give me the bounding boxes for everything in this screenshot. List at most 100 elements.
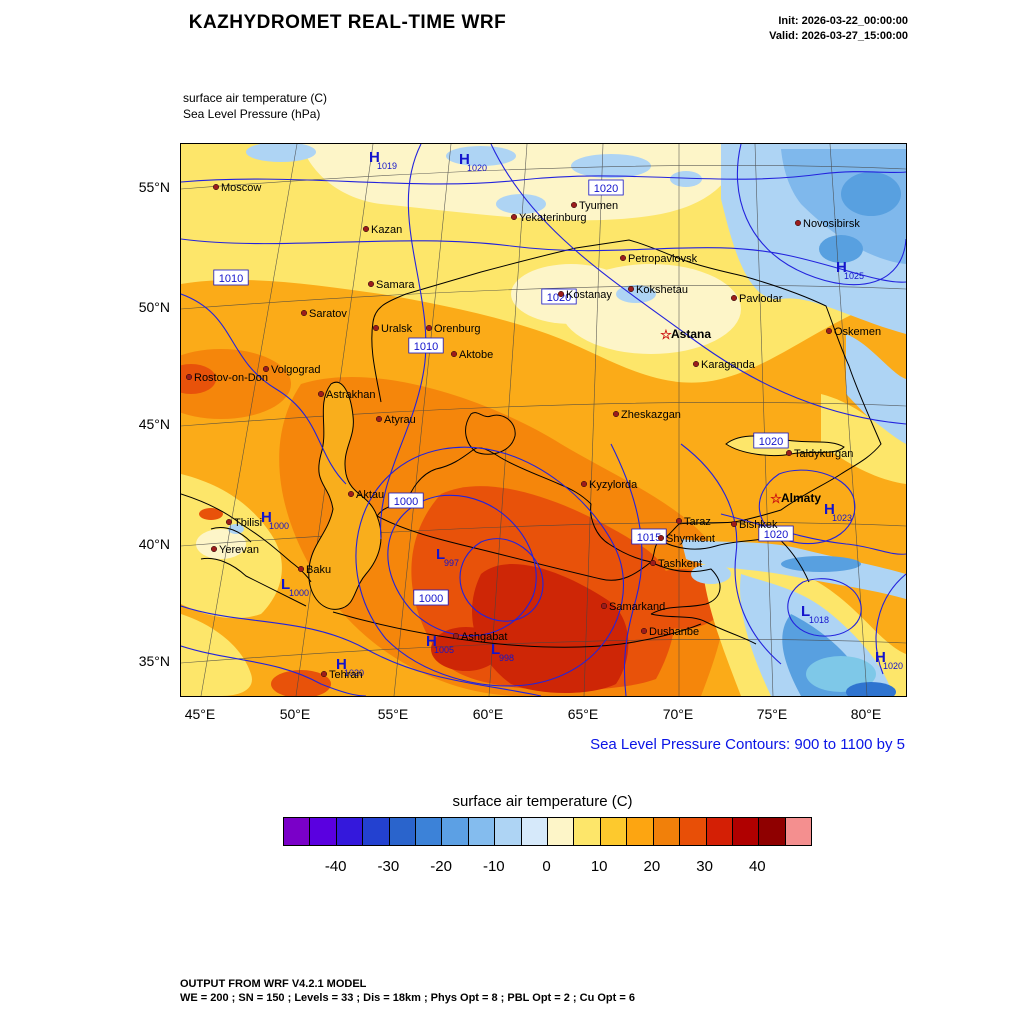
svg-text:1000: 1000 bbox=[269, 521, 289, 531]
city-dot-icon bbox=[320, 671, 327, 678]
city-dot-icon bbox=[362, 225, 369, 232]
city-atyrau: Atyrau bbox=[375, 414, 416, 426]
city-kostanay: Kostanay bbox=[558, 289, 612, 301]
svg-text:1025: 1025 bbox=[844, 271, 864, 281]
city-label: Novosibirsk bbox=[803, 218, 860, 230]
city-dot-icon bbox=[297, 566, 304, 573]
city-dot-icon bbox=[641, 628, 648, 635]
city-dot-icon bbox=[511, 213, 518, 220]
colorbar-tick-label: -10 bbox=[482, 858, 505, 875]
city-baku: Baku bbox=[297, 564, 331, 576]
city-dot-icon bbox=[347, 491, 354, 498]
svg-text:H: H bbox=[836, 259, 847, 276]
city-yekaterinburg: Yekaterinburg bbox=[511, 212, 586, 224]
pressure-contour-label: 1020 bbox=[588, 179, 624, 196]
city-dot-icon bbox=[693, 360, 700, 367]
city-label: Tehran bbox=[329, 669, 363, 681]
svg-text:1020: 1020 bbox=[594, 183, 618, 195]
lon-tick-label: 80°E bbox=[850, 706, 882, 722]
city-label: Moscow bbox=[221, 182, 261, 194]
svg-text:1020: 1020 bbox=[759, 436, 783, 448]
svg-text:1000: 1000 bbox=[289, 588, 309, 598]
capital-star-icon: ☆ bbox=[660, 327, 672, 342]
pressure-labels-layer: 102010101020101010201000102010151000H101… bbox=[213, 149, 903, 678]
aral-sea bbox=[465, 412, 516, 455]
city-taraz: Taraz bbox=[676, 516, 711, 528]
city-label: Tyumen bbox=[579, 200, 618, 212]
city-karaganda: Karaganda bbox=[693, 359, 756, 371]
field-label-pressure: Sea Level Pressure (hPa) bbox=[183, 107, 321, 121]
colorbar-segment bbox=[680, 818, 707, 845]
colorbar-segment bbox=[336, 818, 364, 845]
city-yerevan: Yerevan bbox=[211, 544, 259, 556]
svg-text:1020: 1020 bbox=[883, 661, 903, 671]
city-label: Karaganda bbox=[701, 359, 756, 371]
city-label: Kazan bbox=[371, 224, 402, 236]
city-label: Dushanbe bbox=[649, 626, 699, 638]
city-dot-icon bbox=[372, 324, 379, 331]
city-label: Atyrau bbox=[384, 414, 416, 426]
svg-text:H: H bbox=[336, 656, 347, 673]
city-label: Ashgabat bbox=[461, 631, 507, 643]
colorbar-tick-label: 30 bbox=[696, 858, 713, 875]
svg-text:1019: 1019 bbox=[377, 161, 397, 171]
lon-tick-label: 75°E bbox=[756, 706, 788, 722]
city-dot-icon bbox=[375, 416, 382, 423]
pressure-contours-caption: Sea Level Pressure Contours: 900 to 1100… bbox=[590, 736, 905, 753]
city-dot-icon bbox=[601, 603, 608, 610]
svg-text:L: L bbox=[491, 641, 500, 658]
city-dot-icon bbox=[826, 327, 833, 334]
city-uralsk: Uralsk bbox=[372, 323, 413, 335]
colorbar-segment bbox=[442, 818, 469, 845]
city-saratov: Saratov bbox=[300, 308, 347, 320]
svg-text:998: 998 bbox=[499, 653, 514, 663]
lon-tick-label: 50°E bbox=[279, 706, 311, 722]
city-dot-icon bbox=[367, 280, 374, 287]
city-label: Samarkand bbox=[609, 601, 665, 613]
city-dot-icon bbox=[558, 290, 565, 297]
temperature-colorbar bbox=[283, 817, 812, 846]
city-dot-icon bbox=[795, 219, 802, 226]
colorbar-segment bbox=[627, 818, 654, 845]
pressure-contour-label: 1010 bbox=[408, 337, 444, 354]
city-novosibirsk: Novosibirsk bbox=[795, 218, 860, 230]
footer-line-1: OUTPUT FROM WRF V4.2.1 MODEL bbox=[180, 978, 367, 990]
city-ashgabat: Ashgabat bbox=[453, 631, 507, 643]
run-times: Init: 2026-03-22_00:00:00 Valid: 2026-03… bbox=[660, 14, 908, 44]
pressure-contours bbox=[181, 144, 906, 696]
pressure-contour-label: 1015 bbox=[631, 528, 667, 545]
city-label: Taldykurgan bbox=[794, 448, 853, 460]
city-label: Petropavlovsk bbox=[628, 253, 698, 265]
city-tyumen: Tyumen bbox=[571, 200, 618, 212]
svg-text:H: H bbox=[459, 151, 470, 168]
pressure-contour-label: 1020 bbox=[758, 525, 794, 542]
city-label: Tashkent bbox=[658, 558, 702, 570]
city-moscow: Moscow bbox=[213, 182, 261, 194]
city-label: Kokshetau bbox=[636, 284, 688, 296]
city-tbilisi: Tbilisi bbox=[226, 517, 262, 529]
city-label: Kyzylorda bbox=[589, 479, 638, 491]
city-label: Volgograd bbox=[271, 364, 321, 376]
lat-tick-label: 40°N bbox=[138, 536, 170, 552]
svg-text:1000: 1000 bbox=[394, 496, 418, 508]
colorbar-segment bbox=[310, 818, 337, 845]
svg-text:H: H bbox=[369, 149, 380, 166]
city-dot-icon bbox=[185, 373, 192, 380]
svg-text:997: 997 bbox=[444, 558, 459, 568]
city-label: Astrakhan bbox=[326, 389, 376, 401]
colorbar-segment bbox=[521, 818, 549, 845]
city-label: Aktau bbox=[356, 489, 384, 501]
city-shymkent: Shymkent bbox=[658, 533, 715, 545]
city-astrakhan: Astrakhan bbox=[317, 389, 376, 401]
colorbar-segment bbox=[759, 818, 786, 845]
city-label: Oskemen bbox=[834, 326, 881, 338]
colorbar-tick-label: -30 bbox=[377, 858, 400, 875]
city-label: Yerevan bbox=[219, 544, 259, 556]
city-label: Uralsk bbox=[381, 323, 413, 335]
caspian-sea bbox=[308, 381, 382, 610]
